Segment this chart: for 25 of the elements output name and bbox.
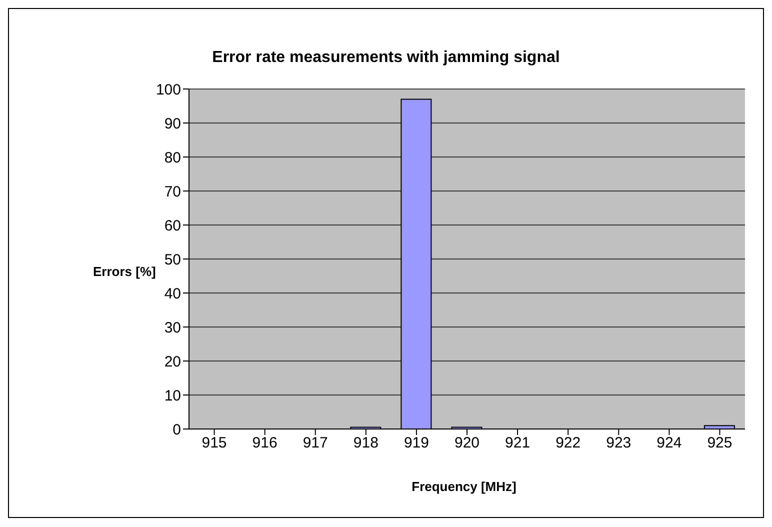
y-tick-label: 100 xyxy=(156,81,181,98)
x-tick-label: 916 xyxy=(252,434,278,452)
chart-title: Error rate measurements with jamming signal xyxy=(211,49,561,67)
x-tick-label: 924 xyxy=(656,434,682,452)
y-tick-label: 50 xyxy=(164,251,181,268)
y-tick-label: 40 xyxy=(164,285,181,302)
x-tick-label: 923 xyxy=(606,434,632,452)
x-tick-label: 920 xyxy=(454,434,480,452)
x-tick-label: 918 xyxy=(353,434,378,452)
y-axis-title: Errors [%] xyxy=(93,264,156,279)
y-tick-label: 10 xyxy=(164,387,181,404)
x-tick-label: 922 xyxy=(556,434,581,452)
y-tick-label: 80 xyxy=(164,149,181,166)
x-tick-label: 925 xyxy=(707,434,732,452)
y-tick-label: 60 xyxy=(164,217,181,234)
y-tick-label: 0 xyxy=(172,421,181,438)
y-tick-label: 30 xyxy=(164,319,181,336)
x-axis-title: Frequency [MHz] xyxy=(410,479,518,494)
x-tick-label: 917 xyxy=(302,434,328,452)
x-tick-label: 919 xyxy=(404,434,429,452)
y-tick-label: 20 xyxy=(164,353,181,370)
y-tick-label: 90 xyxy=(164,115,181,132)
y-tick-label: 70 xyxy=(164,183,181,200)
x-tick-label: 921 xyxy=(505,434,530,452)
x-tick-label: 915 xyxy=(202,434,227,452)
